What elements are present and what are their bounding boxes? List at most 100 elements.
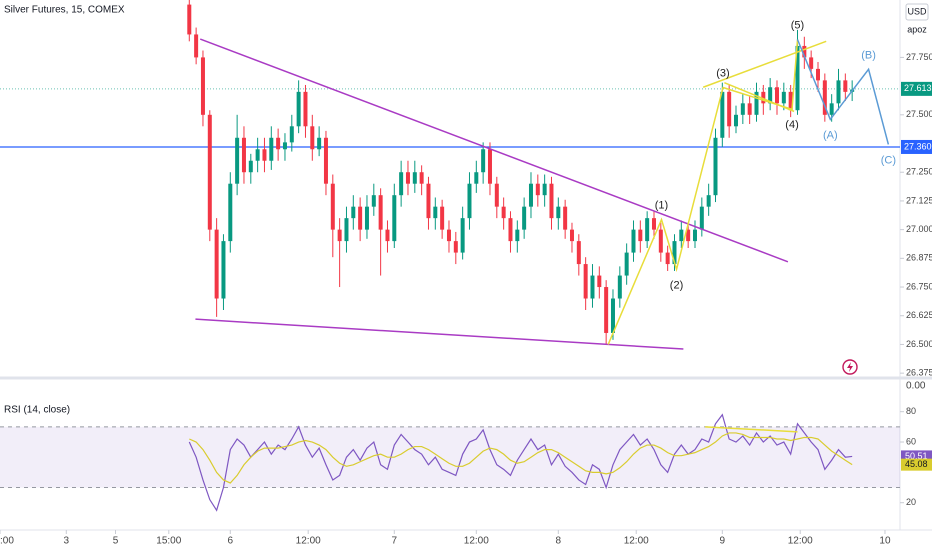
candle-body: [809, 57, 814, 69]
x-tick-label: 6: [228, 536, 234, 547]
candle-body: [358, 206, 363, 230]
y-tick-label: 27.500: [906, 109, 932, 119]
wave-line: [796, 39, 890, 145]
candle-body: [487, 149, 492, 184]
candle-body: [774, 87, 779, 104]
candle-body: [686, 229, 691, 242]
candle-body: [508, 218, 513, 242]
candle-body: [187, 4, 192, 35]
candle-body: [569, 229, 574, 242]
candle-body: [194, 34, 199, 58]
candle-body: [836, 80, 841, 104]
wave-label: (A): [823, 129, 838, 141]
x-tick-label: 15:00: [156, 536, 181, 547]
candle-body: [788, 91, 793, 111]
candle-body: [317, 137, 322, 150]
y-tick-label: 26.750: [906, 281, 932, 291]
x-tick-label: 10: [879, 536, 891, 547]
candle-body: [200, 57, 205, 115]
currency-box[interactable]: [905, 3, 929, 21]
candle-body: [453, 241, 458, 253]
candle-body: [262, 149, 267, 161]
candle-body: [624, 252, 629, 276]
candle-body: [590, 275, 595, 299]
candle-body: [399, 172, 404, 196]
candle-body: [713, 137, 718, 196]
candle-body: [610, 298, 615, 333]
currency: USD: [907, 6, 927, 16]
candle-body: [781, 91, 786, 104]
y-tick-label: 26.875: [906, 253, 932, 263]
y-tick-label: 26.500: [906, 339, 932, 349]
candle-body: [501, 206, 506, 219]
candle-body: [672, 241, 677, 265]
candle-body: [460, 218, 465, 253]
rsi-tick-label: 60: [906, 436, 916, 446]
x-tick-label: 12:00: [296, 536, 321, 547]
candle-body: [795, 45, 800, 111]
wave-label: (1): [655, 199, 668, 211]
rsi-line: [188, 413, 853, 512]
y-tick-label: 27.250: [906, 167, 932, 177]
candle-body: [815, 68, 820, 81]
candle-body: [733, 114, 738, 127]
hline-label: 27.360: [904, 141, 932, 151]
scale-mode: apoz: [907, 24, 927, 34]
candle-body: [385, 229, 390, 242]
candle-body: [426, 183, 431, 219]
candle-body: [556, 206, 561, 219]
candle-body: [289, 126, 294, 143]
candle-body: [351, 206, 356, 219]
chart-title: Silver Futures, 15, COMEX: [4, 5, 125, 16]
wave-label: (C): [881, 154, 896, 166]
candle-body: [740, 103, 745, 115]
candle-body: [255, 149, 260, 161]
alert-icon[interactable]: [842, 359, 858, 375]
x-tick-label: 5: [113, 536, 119, 547]
candle-body: [303, 91, 308, 127]
candle-body: [241, 137, 246, 173]
candle-body: [282, 142, 287, 150]
trend-line: [199, 38, 789, 263]
candle-body: [692, 229, 697, 242]
y-tick-label: 27.125: [906, 195, 932, 205]
candle-body: [235, 137, 240, 184]
candle-body: [446, 229, 451, 242]
candle-body: [528, 183, 533, 207]
candle-body: [843, 80, 848, 92]
candle-body: [658, 229, 663, 253]
candle-body: [617, 275, 622, 299]
candle-body: [542, 183, 547, 196]
y-tick-label: 26.625: [906, 310, 932, 320]
last-price-box: [901, 81, 932, 96]
candle-body: [631, 229, 636, 253]
candle-body: [269, 137, 274, 161]
trend-line: [195, 318, 684, 350]
rsi-tick-label: 20: [906, 497, 916, 507]
trend-line: [702, 40, 827, 88]
y-tick-label: 26.375: [906, 368, 932, 378]
candle-body: [651, 218, 656, 230]
alert-bolt: [847, 362, 853, 372]
x-tick-label: 12:00: [464, 536, 489, 547]
candle-body: [822, 80, 827, 115]
hline-label-box: [901, 139, 932, 154]
candle-body: [768, 87, 773, 104]
candle-body: [665, 252, 670, 265]
candle-body: [474, 172, 479, 184]
candle-body: [364, 206, 369, 230]
last-price-label: 27.613: [904, 83, 932, 93]
candle-body: [679, 229, 684, 242]
candle-body: [645, 218, 650, 242]
ma-value-label: 45.08: [905, 459, 928, 469]
candle-body: [494, 183, 499, 207]
candle-body: [481, 149, 486, 173]
candle-body: [323, 137, 328, 184]
ma-line: [189, 432, 853, 484]
candle-body: [337, 229, 342, 242]
candle-body: [535, 183, 540, 196]
x-tick-label: 12:00: [788, 536, 813, 547]
candle-body: [440, 206, 445, 230]
candle-body: [405, 172, 410, 184]
rsi-tick-label: 80: [906, 406, 916, 416]
